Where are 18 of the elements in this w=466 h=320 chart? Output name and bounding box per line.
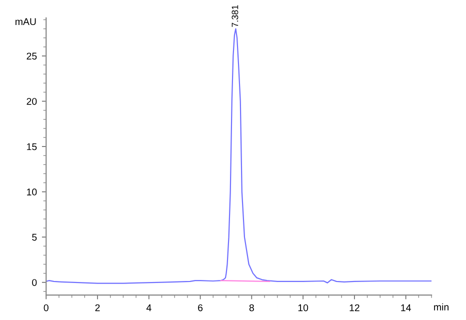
y-tick-label: 20 — [26, 98, 37, 105]
x-tick-label: 4 — [146, 304, 152, 312]
line-series — [46, 28, 432, 284]
x-axis-title: min — [434, 303, 448, 310]
y-tick-label: 15 — [27, 143, 37, 150]
y-tick-label: 25 — [26, 52, 37, 60]
y-axis-title: mAU — [16, 18, 36, 26]
x-tick-label: 0 — [44, 304, 48, 312]
x-tick-label: 6 — [198, 304, 203, 312]
x-tick-label: 10 — [298, 304, 308, 312]
annotation: 7.381 — [232, 5, 238, 27]
x-tick-label: 2 — [95, 304, 100, 312]
x-tick-label: 12 — [350, 304, 360, 312]
y-tick-label: 5 — [32, 234, 37, 241]
x-tick-label: 8 — [249, 304, 254, 312]
y-tick-label: 10 — [27, 188, 37, 196]
x-tick-label: 14 — [401, 304, 411, 312]
y-tick-label: 0 — [32, 279, 37, 286]
